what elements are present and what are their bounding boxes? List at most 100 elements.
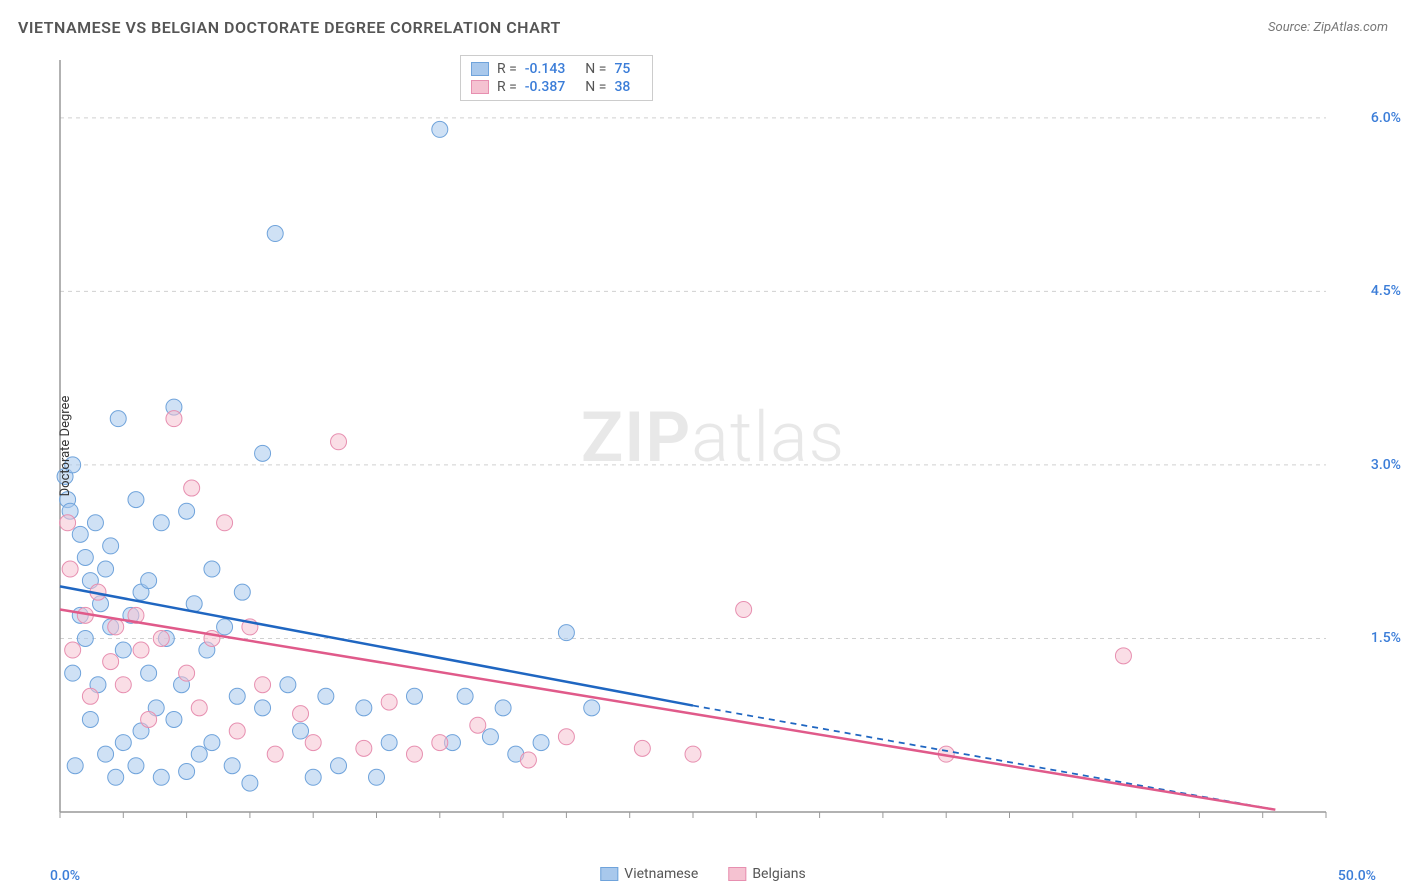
x-axis-max: 50.0%	[1338, 868, 1376, 884]
data-point	[191, 700, 207, 716]
data-point	[108, 619, 124, 635]
x-axis-labels: 0.0% 50.0%	[50, 868, 1376, 884]
data-point	[103, 654, 119, 670]
data-point	[584, 700, 600, 716]
data-point	[166, 711, 182, 727]
data-point	[457, 688, 473, 704]
data-point	[305, 769, 321, 785]
trend-line	[60, 586, 693, 705]
r-value: -0.387	[525, 79, 565, 95]
data-point	[108, 769, 124, 785]
data-point	[179, 665, 195, 681]
data-point	[267, 226, 283, 242]
y-axis-tick-label: 6.0%	[1371, 110, 1401, 126]
data-point	[229, 723, 245, 739]
data-point	[406, 688, 422, 704]
data-point	[133, 642, 149, 658]
y-axis-tick-label: 3.0%	[1371, 457, 1401, 473]
data-point	[255, 700, 271, 716]
data-point	[482, 729, 498, 745]
data-point	[65, 642, 81, 658]
data-point	[736, 602, 752, 618]
chart-title: VIETNAMESE VS BELGIAN DOCTORATE DEGREE C…	[18, 18, 561, 37]
n-label: N =	[585, 79, 606, 95]
data-point	[255, 677, 271, 693]
data-point	[217, 515, 233, 531]
data-point	[1115, 648, 1131, 664]
data-point	[82, 711, 98, 727]
data-point	[98, 561, 114, 577]
data-point	[558, 625, 574, 641]
data-point	[191, 746, 207, 762]
data-point	[60, 515, 76, 531]
data-point	[115, 677, 131, 693]
data-point	[217, 619, 233, 635]
data-point	[234, 584, 250, 600]
data-point	[432, 735, 448, 751]
data-point	[82, 688, 98, 704]
data-point	[229, 688, 245, 704]
data-point	[204, 561, 220, 577]
data-point	[495, 700, 511, 716]
data-point	[242, 775, 258, 791]
data-point	[369, 769, 385, 785]
data-point	[103, 538, 119, 554]
n-label: N =	[585, 61, 606, 77]
data-point	[153, 630, 169, 646]
data-point	[634, 740, 650, 756]
data-point	[267, 746, 283, 762]
r-label: R =	[497, 79, 517, 95]
data-point	[77, 630, 93, 646]
y-axis-label: Doctorate Degree	[58, 396, 73, 497]
data-point	[406, 746, 422, 762]
n-value: 38	[614, 79, 630, 95]
data-point	[293, 706, 309, 722]
data-point	[77, 549, 93, 565]
chart-header: VIETNAMESE VS BELGIAN DOCTORATE DEGREE C…	[18, 18, 1388, 37]
data-point	[184, 480, 200, 496]
chart-container: ZIPatlas Doctorate Degree	[50, 50, 1376, 842]
data-point	[65, 665, 81, 681]
data-point	[141, 665, 157, 681]
data-point	[224, 758, 240, 774]
r-label: R =	[497, 61, 517, 77]
legend-row: R = -0.387 N = 38	[471, 78, 642, 96]
data-point	[318, 688, 334, 704]
data-point	[381, 735, 397, 751]
data-point	[331, 758, 347, 774]
data-point	[558, 729, 574, 745]
data-point	[331, 434, 347, 450]
data-point	[128, 492, 144, 508]
data-point	[685, 746, 701, 762]
scatter-chart	[50, 50, 1376, 842]
data-point	[110, 411, 126, 427]
data-point	[533, 735, 549, 751]
data-point	[305, 735, 321, 751]
data-point	[179, 764, 195, 780]
data-point	[153, 769, 169, 785]
data-point	[470, 717, 486, 733]
data-point	[115, 735, 131, 751]
data-point	[72, 526, 88, 542]
correlation-legend: R = -0.143 N = 75 R = -0.387 N = 38	[460, 55, 653, 101]
data-point	[153, 515, 169, 531]
data-point	[179, 503, 195, 519]
data-point	[280, 677, 296, 693]
data-point	[141, 573, 157, 589]
data-point	[520, 752, 536, 768]
data-point	[204, 735, 220, 751]
data-point	[115, 642, 131, 658]
data-point	[356, 700, 372, 716]
y-axis-tick-label: 4.5%	[1371, 283, 1401, 299]
data-point	[141, 711, 157, 727]
data-point	[87, 515, 103, 531]
chart-source: Source: ZipAtlas.com	[1268, 20, 1388, 35]
data-point	[166, 411, 182, 427]
n-value: 75	[614, 61, 630, 77]
data-point	[62, 561, 78, 577]
data-point	[128, 758, 144, 774]
data-point	[98, 746, 114, 762]
data-point	[67, 758, 83, 774]
x-axis-min: 0.0%	[50, 868, 80, 884]
legend-swatch	[471, 62, 489, 76]
